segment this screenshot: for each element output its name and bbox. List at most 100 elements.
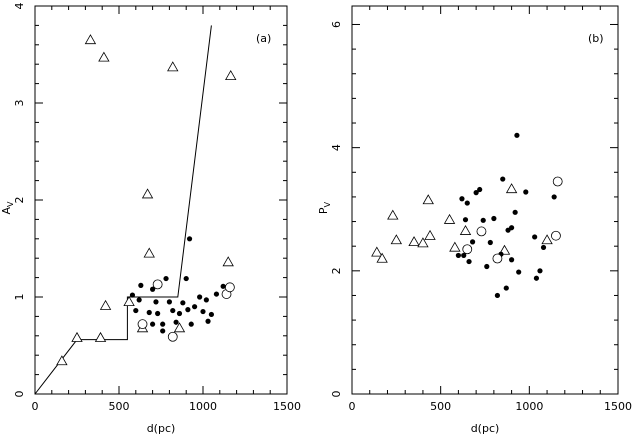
dot-point-a [160, 328, 166, 334]
triangle-point-a [167, 61, 179, 72]
dot-point-a [185, 307, 191, 313]
dot-point-b [469, 239, 476, 245]
dot-point-b [459, 196, 465, 202]
y-axis-label-a: AV [0, 201, 15, 215]
triangle-point-a [94, 331, 107, 342]
dot-point-b [487, 239, 493, 246]
dot-point-a [180, 300, 186, 306]
dot-point-b [516, 269, 522, 275]
dot-point-a [173, 319, 179, 325]
x-tick-label-b: 1000 [515, 400, 543, 413]
dot-point-a [192, 304, 198, 310]
triangle-point-a [143, 247, 155, 258]
dot-point-a [220, 283, 226, 289]
dot-point-b [540, 244, 547, 251]
plot-frame-b [351, 5, 619, 395]
dot-point-a [163, 275, 169, 282]
dot-point-b [466, 258, 472, 265]
dot-point-a [188, 321, 194, 327]
triangle-point-a [141, 188, 154, 199]
y-tick-label-b: 0 [330, 391, 343, 398]
dot-point-a [183, 275, 189, 282]
open-circle-point-a [137, 319, 148, 330]
dot-point-b [533, 275, 540, 281]
open-circle-point-a [152, 279, 163, 290]
x-tick-label-b: 0 [349, 400, 356, 413]
triangle-point-a [98, 51, 110, 62]
open-circle-point-b [492, 253, 503, 264]
dot-point-a [138, 282, 144, 288]
dot-point-b [523, 189, 529, 195]
dot-point-a [150, 321, 156, 327]
dot-point-b [455, 252, 461, 259]
triangle-point-b [424, 229, 436, 240]
y-tick-label-a: 3 [13, 100, 26, 107]
dot-point-a [176, 310, 183, 317]
dot-point-a [208, 311, 214, 318]
triangle-point-a [123, 296, 135, 307]
triangle-point-b [376, 252, 388, 263]
panel-label-a: (a) [256, 32, 271, 45]
triangle-point-a [222, 256, 234, 267]
dot-point-b [512, 209, 518, 215]
x-tick-label-a: 1000 [189, 400, 217, 413]
dot-point-a [133, 307, 139, 314]
y-tick-label-a: 1 [13, 294, 26, 301]
open-circle-point-b [476, 226, 487, 237]
y-tick-label-b: 4 [330, 144, 343, 151]
triangle-point-b [422, 194, 434, 205]
marks-a [56, 34, 237, 366]
ticks-a: 0 500 1000 1500 0 1 2 3 4 [13, 3, 301, 414]
plot-frame-a [34, 5, 288, 395]
dot-point-b [503, 285, 509, 291]
x-tick-label-b: 500 [430, 400, 451, 413]
dot-point-b [532, 234, 538, 240]
triangle-point-a [71, 331, 83, 342]
dot-point-a [153, 299, 159, 305]
dot-point-a [197, 294, 203, 300]
x-axis-label-b: d(pc) [471, 422, 500, 435]
dot-point-a [205, 318, 211, 324]
y-axis-label-a-sub: V [6, 201, 15, 207]
triangle-point-b [371, 246, 383, 257]
dot-point-b [509, 257, 515, 263]
dot-point-a [160, 321, 166, 327]
triangle-point-b [505, 183, 518, 194]
dot-point-a [150, 286, 156, 292]
triangle-point-b [459, 224, 472, 235]
svg-text:AV: AV [0, 201, 15, 215]
dot-point-b [462, 217, 469, 223]
dot-point-a [166, 299, 172, 305]
triangle-point-a [173, 322, 186, 333]
triangle-point-b [541, 234, 553, 245]
triangle-point-a [56, 355, 68, 366]
fit-lines-a [34, 25, 212, 395]
dot-point-a [129, 292, 136, 298]
dot-point-b [551, 194, 557, 200]
triangle-point-a [99, 299, 112, 310]
dot-point-b [537, 268, 543, 274]
open-circle-point-a [224, 282, 235, 293]
y-axis-label-a-main: A [0, 207, 13, 215]
triangle-point-b [408, 236, 420, 247]
dot-point-a [200, 308, 206, 315]
triangle-point-a [225, 70, 237, 80]
y-tick-label-a: 4 [13, 3, 26, 10]
dot-point-b [473, 190, 479, 196]
y-axis-label-b-sub: V [323, 201, 332, 207]
triangle-point-a [84, 34, 97, 45]
dot-point-b [484, 263, 490, 270]
open-circle-point-b [551, 230, 561, 241]
dot-point-b [494, 292, 501, 299]
x-tick-label-b: 1500 [604, 400, 632, 413]
dot-point-b [514, 132, 520, 138]
dot-point-a [213, 291, 220, 297]
dot-point-a [146, 309, 152, 316]
dot-point-b [500, 176, 506, 182]
dot-point-b [480, 217, 486, 223]
marks-b [371, 132, 563, 299]
y-axis-label-b: PV [317, 201, 332, 214]
y-tick-label-a: 2 [13, 197, 26, 204]
y-tick-label-b: 2 [330, 267, 343, 274]
dot-point-b [464, 200, 470, 206]
